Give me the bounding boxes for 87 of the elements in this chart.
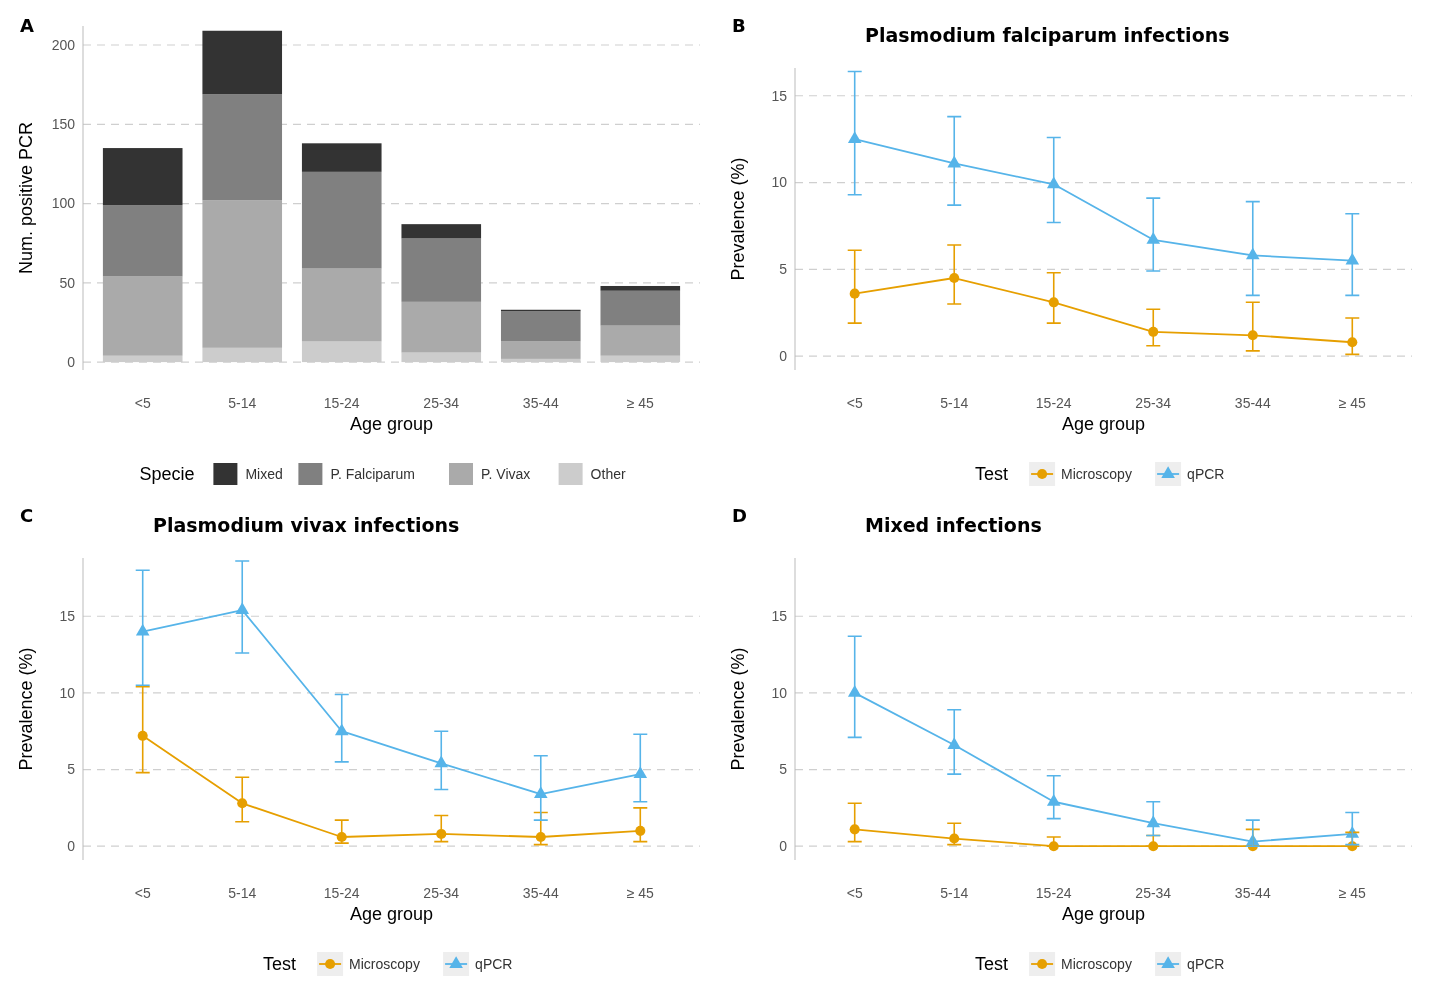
text: B: [732, 15, 746, 36]
x-tick-label: 35-44: [522, 395, 559, 411]
legend-title: Test: [975, 954, 1009, 975]
text: D: [732, 505, 747, 526]
y-tick-label: 10: [59, 684, 76, 701]
legend-label: Microscopy: [1061, 465, 1132, 482]
y-tick-label: 0: [779, 348, 788, 365]
x-tick-label: 35-44: [1234, 395, 1271, 411]
x-tick-label: 25-34: [423, 885, 460, 901]
x-tick-label: 5-14: [940, 395, 969, 411]
x-tick-label: 25-34: [1135, 885, 1172, 901]
bar: [102, 276, 183, 356]
y-tick-label: 15: [59, 608, 76, 625]
y-tick-label: 0: [779, 838, 788, 855]
y-tick-label: 50: [59, 274, 76, 291]
text: A: [20, 15, 34, 36]
x-tick-label: 15-24: [323, 395, 360, 411]
bar: [102, 205, 183, 277]
x-tick-label: ≥ 45: [1338, 395, 1367, 411]
x-tick-label: <5: [134, 885, 151, 901]
bar: [102, 148, 183, 206]
y-tick-label: 0: [67, 838, 76, 855]
y-axis-title: Num. positive PCR: [16, 121, 36, 275]
chart-title: Mixed infections: [865, 514, 1042, 536]
x-tick-label: 25-34: [423, 395, 460, 411]
chart-title: Plasmodium falciparum infections: [865, 24, 1230, 46]
x-tick-label: 5-14: [940, 885, 969, 901]
y-tick-label: 150: [51, 116, 76, 133]
y-tick-label: 10: [771, 174, 788, 191]
x-tick-label: 25-34: [1135, 395, 1172, 411]
y-tick-label: 5: [779, 761, 788, 778]
y-axis-title: Prevalence (%): [728, 157, 748, 281]
bar: [401, 238, 482, 302]
x-tick-label: 15-24: [323, 885, 360, 901]
text: C: [20, 505, 34, 526]
legend-label: Other: [590, 465, 626, 482]
x-tick-label: 5-14: [228, 395, 257, 411]
bar: [301, 143, 382, 172]
y-tick-label: 10: [771, 684, 788, 701]
x-tick-label: 35-44: [1234, 885, 1271, 901]
legend-label: P. Vivax: [481, 465, 531, 482]
bar: [202, 94, 283, 201]
legend-label: Mixed: [245, 465, 283, 482]
x-axis-title: Age group: [349, 904, 434, 924]
legend-label: Microscopy: [349, 955, 420, 972]
bar: [600, 325, 681, 356]
legend-label: P. Falciparum: [330, 465, 415, 482]
x-axis-title: Age group: [349, 414, 434, 434]
y-tick-label: 0: [67, 353, 76, 370]
bar: [401, 224, 482, 239]
y-tick-label: 5: [67, 761, 76, 778]
x-tick-label: 35-44: [522, 885, 559, 901]
chart-title: Plasmodium vivax infections: [153, 514, 460, 536]
x-tick-label: 15-24: [1035, 395, 1072, 411]
legend-label: Microscopy: [1061, 955, 1132, 972]
x-tick-label: 15-24: [1035, 885, 1072, 901]
x-tick-label: <5: [134, 395, 151, 411]
x-tick-label: ≥ 45: [626, 885, 655, 901]
y-tick-label: 100: [51, 195, 76, 212]
x-tick-label: 5-14: [228, 885, 257, 901]
bar: [202, 200, 283, 348]
legend-label: qPCR: [1187, 465, 1225, 482]
bar: [600, 285, 681, 291]
legend-title: Test: [975, 464, 1009, 485]
x-tick-label: <5: [846, 395, 863, 411]
bar: [600, 290, 681, 326]
x-tick-label: ≥ 45: [626, 395, 655, 411]
y-axis-title: Prevalence (%): [728, 647, 748, 771]
x-axis-title: Age group: [1061, 904, 1146, 924]
x-tick-label: <5: [846, 885, 863, 901]
y-tick-label: 15: [771, 87, 788, 104]
y-tick-label: 15: [771, 608, 788, 625]
legend-title: Test: [263, 954, 297, 975]
bar: [301, 268, 382, 342]
legend-label: qPCR: [475, 955, 513, 972]
x-tick-label: ≥ 45: [1338, 885, 1367, 901]
y-tick-label: 5: [779, 261, 788, 278]
y-tick-label: 200: [51, 36, 76, 53]
bar: [202, 30, 283, 95]
legend-title: Specie: [139, 464, 195, 485]
x-axis-title: Age group: [1061, 414, 1146, 434]
bar: [401, 301, 482, 353]
bar: [301, 171, 382, 269]
bar: [500, 311, 581, 342]
legend-label: qPCR: [1187, 955, 1225, 972]
y-axis-title: Prevalence (%): [16, 647, 36, 771]
bar: [500, 341, 581, 359]
